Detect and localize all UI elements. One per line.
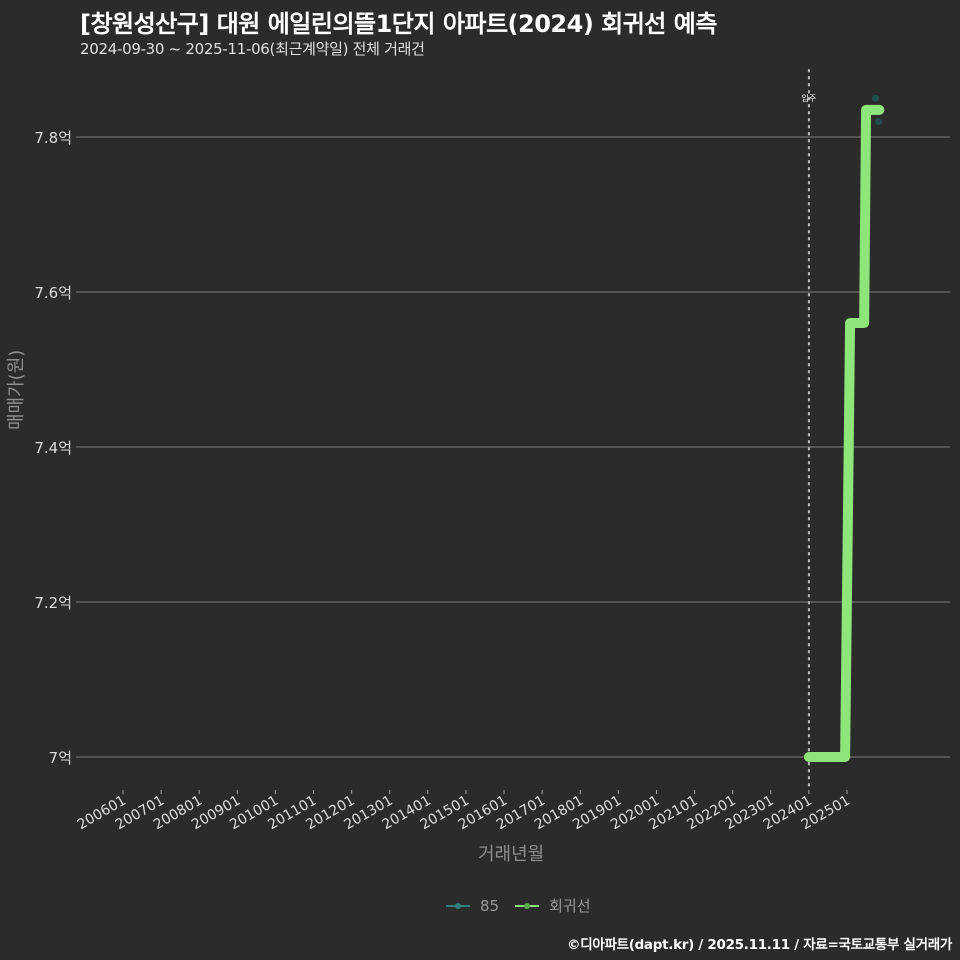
x-axis-title: 거래년월 [478,844,545,865]
move-in-label: 입주 [802,94,817,103]
legend-swatch-85 [446,901,470,911]
y-axis-ticks: 7억 7.2억 7.4억 7.6억 7.8억 [34,129,80,767]
legend: 85 회귀선 [446,895,591,916]
legend-label-85: 85 [480,896,500,915]
legend-item-regression[interactable]: 회귀선 [515,895,591,916]
chart-title: [창원성산구] 대원 에일린의뜰1단지 아파트(2024) 회귀선 예측 [80,10,717,38]
regression-line [803,104,885,762]
y-tick-label: 7.2억 [34,594,72,612]
legend-swatch-regression [515,901,540,911]
move-in-marker: 입주 [802,69,817,791]
y-tick-label: 7억 [49,749,72,767]
transaction-point[interactable] [875,118,883,125]
y-tick-label: 7.8억 [34,129,72,147]
y-axis-title: 매매가(원) [6,349,27,430]
chart-subtitle: 2024-09-30 ~ 2025-11-06(최근계약일) 전체 거래건 [80,40,425,58]
legend-item-85[interactable]: 85 [446,897,499,915]
footer-credit: ©디아파트(dapt.kr) / 2025.11.11 / 자료=국토교통부 실… [567,937,952,953]
y-tick-label: 7.4억 [34,439,72,457]
series-layer [803,94,885,762]
transaction-point[interactable] [872,94,880,102]
x-axis-ticks: 2006012007012008012009012010012011012012… [75,790,853,833]
y-tick-label: 7.6억 [34,284,72,302]
grid-lines [80,136,950,758]
legend-label-regression: 회귀선 [549,897,591,915]
